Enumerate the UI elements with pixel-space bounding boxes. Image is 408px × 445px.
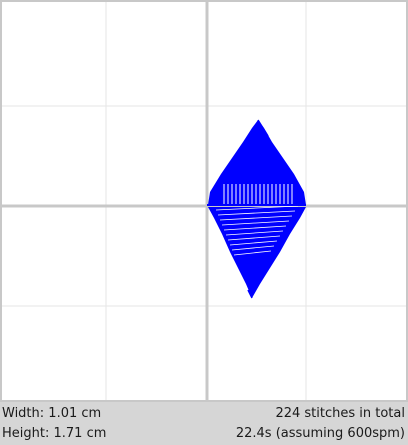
stitch-count: 224 bbox=[275, 406, 301, 421]
stitch-line bbox=[225, 230, 284, 236]
stitch-line bbox=[215, 205, 299, 211]
stitch-line bbox=[247, 289, 253, 299]
stitch-preview-svg bbox=[2, 2, 406, 400]
width-readout: Width: 1.01 cm bbox=[2, 406, 101, 422]
stitch-count-suffix: stitches in total bbox=[304, 406, 405, 421]
stitch-line bbox=[223, 225, 287, 231]
height-readout: Height: 1.71 cm bbox=[2, 426, 106, 442]
stitch-count-readout: 224 stitches in total bbox=[275, 406, 405, 422]
stitch-design bbox=[207, 119, 306, 299]
stitch-line bbox=[229, 240, 278, 246]
stitch-line bbox=[217, 210, 296, 216]
stitch-line bbox=[257, 119, 269, 137]
grid-minor bbox=[2, 2, 406, 400]
width-label: Width: bbox=[2, 406, 45, 421]
stitch-line bbox=[233, 250, 272, 256]
stitch-preview-canvas[interactable] bbox=[0, 0, 408, 402]
status-footer: Width: 1.01 cm Height: 1.71 cm 224 stitc… bbox=[0, 402, 408, 445]
stitch-time-readout: 22.4s (assuming 600spm) bbox=[236, 426, 405, 442]
stitch-line bbox=[231, 245, 275, 251]
stitch-fill-upper bbox=[208, 120, 306, 205]
grid-axes bbox=[2, 2, 406, 400]
stitch-line bbox=[227, 235, 281, 241]
width-value: 1.01 cm bbox=[48, 406, 102, 421]
height-value: 1.71 cm bbox=[53, 426, 107, 441]
stitch-line bbox=[221, 220, 290, 226]
stitch-time: 22.4s (assuming 600spm) bbox=[235, 426, 405, 441]
stitch-lines bbox=[207, 119, 306, 299]
stitch-line bbox=[219, 215, 293, 221]
height-label: Height: bbox=[2, 426, 50, 441]
